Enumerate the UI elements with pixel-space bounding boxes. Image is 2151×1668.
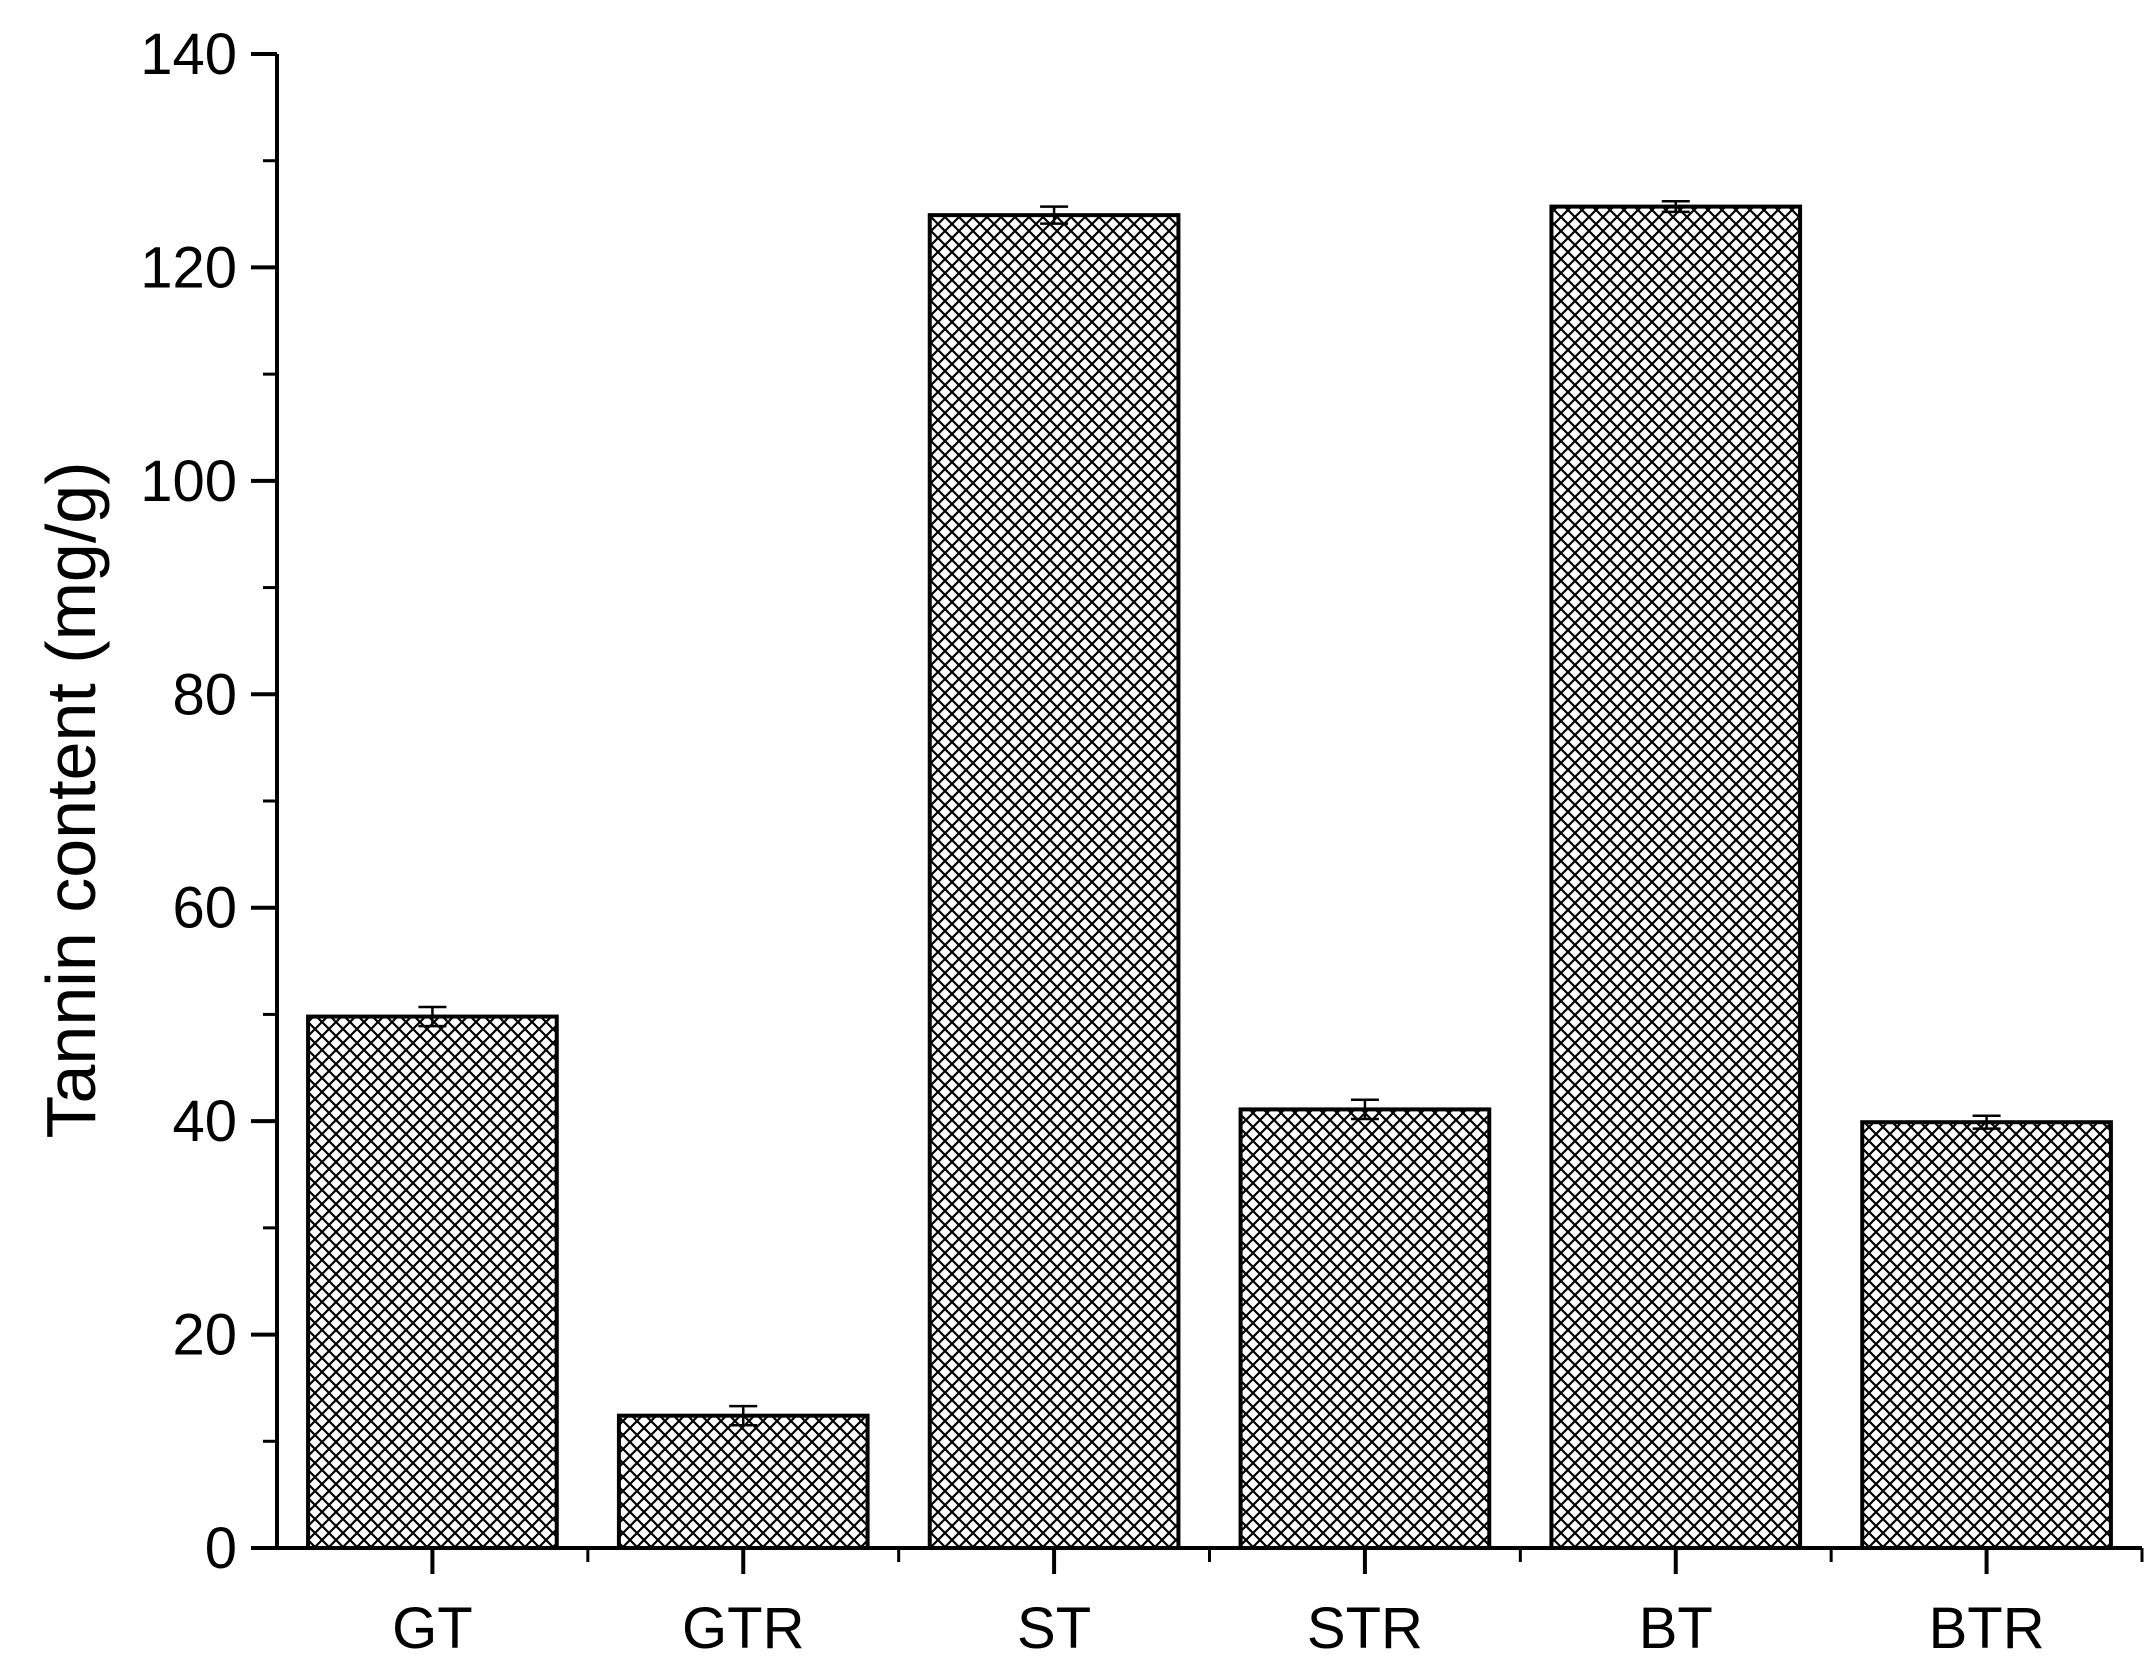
x-tick-label-btr: BTR	[1929, 1596, 2045, 1661]
x-tick-label-gtr: GTR	[682, 1596, 804, 1661]
y-tick-label-40: 40	[172, 1089, 237, 1154]
bar-str	[1238, 1107, 1492, 1550]
x-tick-label-gt: GT	[392, 1596, 473, 1661]
y-tick-label-60: 60	[172, 876, 237, 941]
x-tick-label-bt: BT	[1639, 1596, 1713, 1661]
y-tick-label-20: 20	[172, 1303, 237, 1368]
y-tick-label-100: 100	[140, 449, 237, 514]
bar-gt	[306, 1014, 559, 1550]
y-tick-label-120: 120	[140, 235, 237, 300]
bar-btr	[1860, 1120, 2113, 1550]
y-tick-label-140: 140	[140, 22, 237, 87]
y-tick-label-80: 80	[172, 662, 237, 727]
bar-bt	[1549, 204, 1803, 1550]
y-axis-title: Tannin content (mg/g)	[32, 461, 110, 1138]
x-tick-label-st: ST	[1017, 1596, 1091, 1661]
plot-area: GT GTR ST STR BT BTR 0 20 40 60 80 100 120 140	[140, 22, 2144, 1661]
bar-st	[927, 213, 1181, 1551]
bar-gtr	[616, 1413, 870, 1551]
x-tick-label-str: STR	[1307, 1596, 1423, 1661]
y-tick-label-0: 0	[205, 1516, 237, 1581]
